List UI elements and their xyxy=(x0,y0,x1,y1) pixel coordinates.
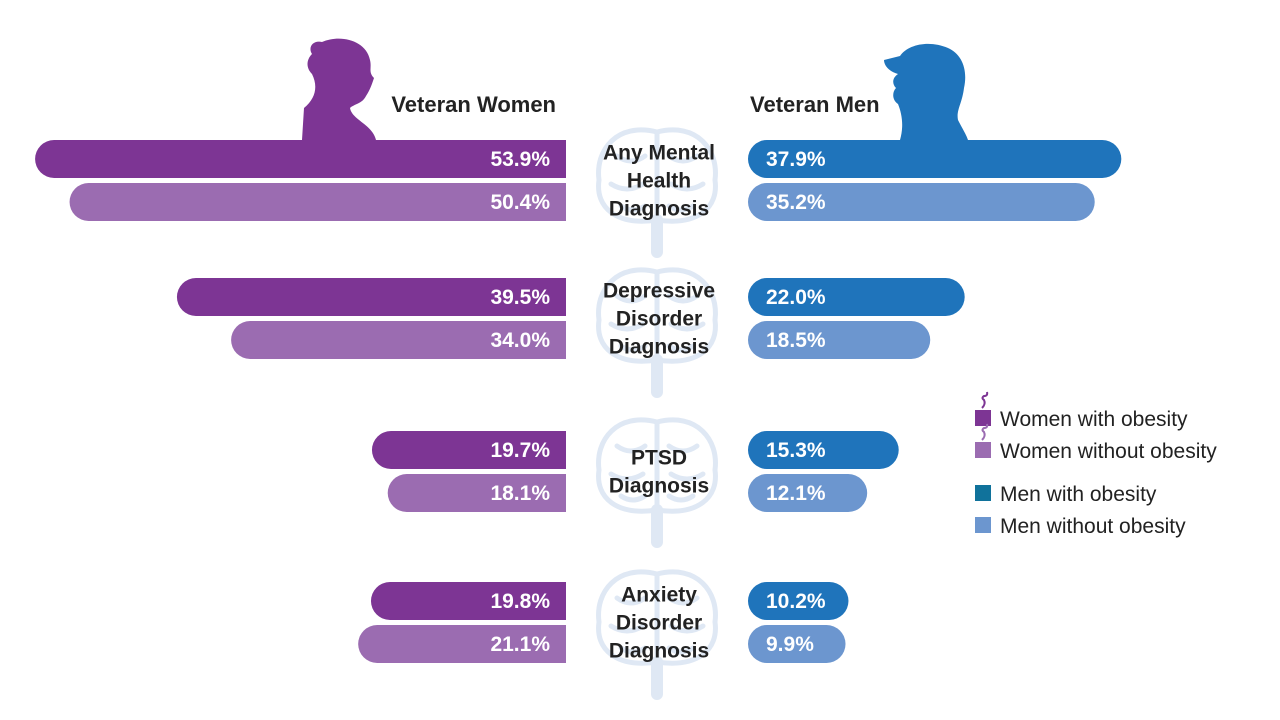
bar-value-label: 21.1% xyxy=(490,633,550,656)
bar-value-label: 53.9% xyxy=(490,148,550,171)
legend-item: Men with obesity xyxy=(975,483,1157,506)
woman-mini-icon xyxy=(981,423,989,441)
bar-men-without-obesity xyxy=(748,474,868,512)
bar-men-without-obesity xyxy=(748,625,846,663)
legend-item: Men without obesity xyxy=(975,515,1186,538)
bar-value-label: 15.3% xyxy=(766,439,826,462)
legend-item: Women with obesity xyxy=(975,391,1188,431)
bar-women-with-obesity xyxy=(371,431,566,469)
bar-men-with-obesity xyxy=(748,582,849,620)
man-silhouette-icon xyxy=(884,43,968,140)
bar-value-label: 37.9% xyxy=(766,148,826,171)
bar-women-without-obesity xyxy=(358,625,566,663)
brain-icon xyxy=(596,569,718,700)
bar-value-label: 39.5% xyxy=(490,286,550,309)
legend-swatch xyxy=(975,517,991,533)
legend-label: Men without obesity xyxy=(1000,515,1186,538)
group-title-women: Veteran Women xyxy=(391,92,556,117)
legend-label: Women with obesity xyxy=(1000,408,1188,431)
bar-value-label: 35.2% xyxy=(766,191,826,214)
woman-mini-icon xyxy=(981,391,989,409)
brain-icon xyxy=(596,417,718,548)
category-label: Depressive Disorder Diagnosis xyxy=(603,280,715,359)
bar-women-without-obesity xyxy=(231,321,566,359)
category-label: Any Mental Health Diagnosis xyxy=(603,142,715,221)
bar-men-with-obesity xyxy=(748,278,965,316)
bar-men-with-obesity xyxy=(748,140,1122,178)
bar-women-with-obesity xyxy=(370,582,566,620)
legend-item: Women without obesity xyxy=(975,423,1217,463)
group-title-men: Veteran Men xyxy=(750,92,880,117)
bar-women-with-obesity xyxy=(176,278,567,316)
bar-women-without-obesity xyxy=(69,183,566,221)
bar-men-with-obesity xyxy=(748,431,899,469)
bar-value-label: 19.7% xyxy=(490,439,550,462)
bar-value-label: 10.2% xyxy=(766,590,826,613)
brain-icon xyxy=(596,267,718,398)
bar-value-label: 18.1% xyxy=(490,482,550,505)
woman-silhouette-icon xyxy=(302,38,376,141)
category-label: Anxiety Disorder Diagnosis xyxy=(609,584,709,663)
bar-value-label: 18.5% xyxy=(766,329,826,352)
category-label: PTSD Diagnosis xyxy=(609,447,709,498)
brain-icon xyxy=(596,127,718,258)
bar-value-label: 19.8% xyxy=(490,590,550,613)
bar-men-without-obesity xyxy=(748,183,1095,221)
legend-label: Men with obesity xyxy=(1000,483,1157,506)
bar-value-label: 34.0% xyxy=(490,329,550,352)
bar-women-with-obesity xyxy=(35,140,566,178)
bar-value-label: 50.4% xyxy=(490,191,550,214)
legend-swatch xyxy=(975,485,991,501)
bar-men-without-obesity xyxy=(748,321,931,359)
legend-swatch xyxy=(975,442,991,458)
bar-value-label: 22.0% xyxy=(766,286,826,309)
legend-label: Women without obesity xyxy=(1000,440,1217,463)
bar-women-without-obesity xyxy=(387,474,566,512)
bar-value-label: 12.1% xyxy=(766,482,826,505)
legend-swatch xyxy=(975,410,991,426)
bar-value-label: 9.9% xyxy=(766,633,814,656)
